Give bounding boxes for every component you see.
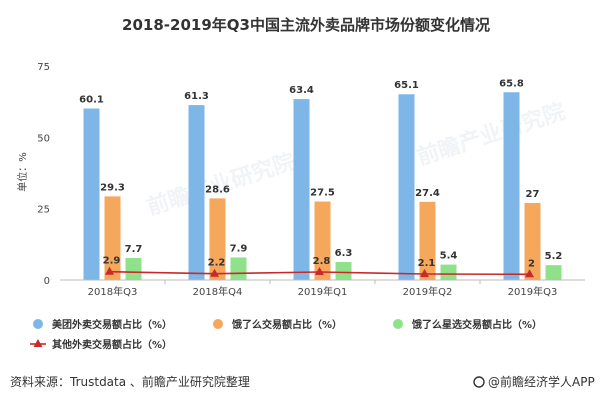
brand-logo-icon <box>473 376 485 388</box>
legend-label: 美团外卖交易额占比（%） <box>52 318 172 331</box>
legend-swatch <box>33 319 43 329</box>
bar-eleme <box>104 196 121 280</box>
line-data-label: 2.2 <box>208 258 226 269</box>
x-tick-label: 2019年Q3 <box>508 285 558 298</box>
bar-eleme <box>524 202 541 280</box>
bar-eleme-xingxuan <box>335 262 352 280</box>
y-tick-label: 50 <box>37 133 50 144</box>
watermark-text: 前瞻产业研究院 <box>414 98 569 170</box>
line-data-label: 2.1 <box>418 258 436 269</box>
bar-data-label: 7.7 <box>125 244 143 255</box>
bar-data-label: 65.8 <box>499 78 524 89</box>
bar-data-label: 27 <box>526 189 540 200</box>
bar-meituan <box>293 99 310 280</box>
bar-meituan <box>83 108 100 280</box>
line-marker-triangle <box>420 269 429 278</box>
bar-eleme-xingxuan <box>230 257 247 280</box>
bar-data-label: 27.4 <box>415 188 440 199</box>
bar-eleme-xingxuan <box>440 264 457 280</box>
legend: 美团外卖交易额占比（%） 饿了么交易额占比（%） 饿了么星选交易额占比（%） 其他外卖… <box>30 318 542 351</box>
bar-eleme <box>314 201 331 280</box>
bar-eleme-xingxuan <box>125 258 142 280</box>
source-note: 资料来源：Trustdata 、前瞻产业研究院整理 <box>10 374 250 389</box>
bar-data-label: 29.3 <box>100 182 125 193</box>
y-tick-label: 25 <box>37 205 50 216</box>
brand-text: @前瞻经济学人APP <box>488 374 595 389</box>
legend-swatch-triangle <box>33 339 43 347</box>
bar-data-label: 7.9 <box>230 243 248 254</box>
chart-title: 2018-2019年Q3中国主流外卖品牌市场份额变化情况 <box>122 16 490 34</box>
y-tick-label: 0 <box>44 276 50 287</box>
bar-eleme <box>419 201 436 280</box>
line-marker-triangle <box>105 266 114 275</box>
plot-area: 60.1 29.3 7.7 61.3 28.6 7.9 63.4 27.5 6.3 65.1 27.… <box>79 78 562 280</box>
bar-data-label: 5.4 <box>440 251 458 262</box>
bar-data-label: 63.4 <box>289 85 314 96</box>
legend-label: 饿了么星选交易额占比（%） <box>411 318 542 331</box>
line-data-label: 2.9 <box>103 256 121 267</box>
legend-label: 饿了么交易额占比（%） <box>231 318 342 331</box>
brand-mark: @前瞻经济学人APP <box>473 374 595 389</box>
bar-data-label: 65.1 <box>394 80 419 91</box>
y-tick-label: 75 <box>37 62 50 73</box>
line-marker-triangle <box>315 267 324 276</box>
x-tick-label: 2019年Q2 <box>403 285 453 298</box>
line-data-label: 2 <box>528 258 535 269</box>
bar-eleme <box>209 198 226 280</box>
bar-meituan <box>188 105 205 280</box>
bar-data-label: 61.3 <box>184 91 209 102</box>
y-axis-label: 单位：% <box>16 152 29 192</box>
bar-data-label: 28.6 <box>205 184 230 195</box>
x-tick-label: 2018年Q4 <box>193 285 243 298</box>
x-axis: 2018年Q3 2018年Q4 2019年Q1 2019年Q2 2019年Q3 <box>60 279 585 298</box>
legend-label: 其他外卖交易额占比（%） <box>52 338 172 351</box>
line-marker-triangle <box>525 269 534 278</box>
y-axis: 0 25 50 75 <box>37 62 50 287</box>
bar-data-label: 27.5 <box>310 188 335 199</box>
legend-swatch <box>213 319 223 329</box>
bar-meituan <box>503 92 520 280</box>
x-tick-label: 2019年Q1 <box>298 285 348 298</box>
bar-data-label: 60.1 <box>79 95 104 106</box>
bar-data-label: 5.2 <box>545 251 563 262</box>
x-tick-label: 2018年Q3 <box>88 285 138 298</box>
bar-meituan <box>398 94 415 280</box>
bar-data-label: 6.3 <box>335 248 353 259</box>
legend-swatch <box>393 319 403 329</box>
line-data-label: 2.8 <box>313 256 331 267</box>
line-marker-triangle <box>210 268 219 277</box>
bar-eleme-xingxuan <box>545 265 562 280</box>
